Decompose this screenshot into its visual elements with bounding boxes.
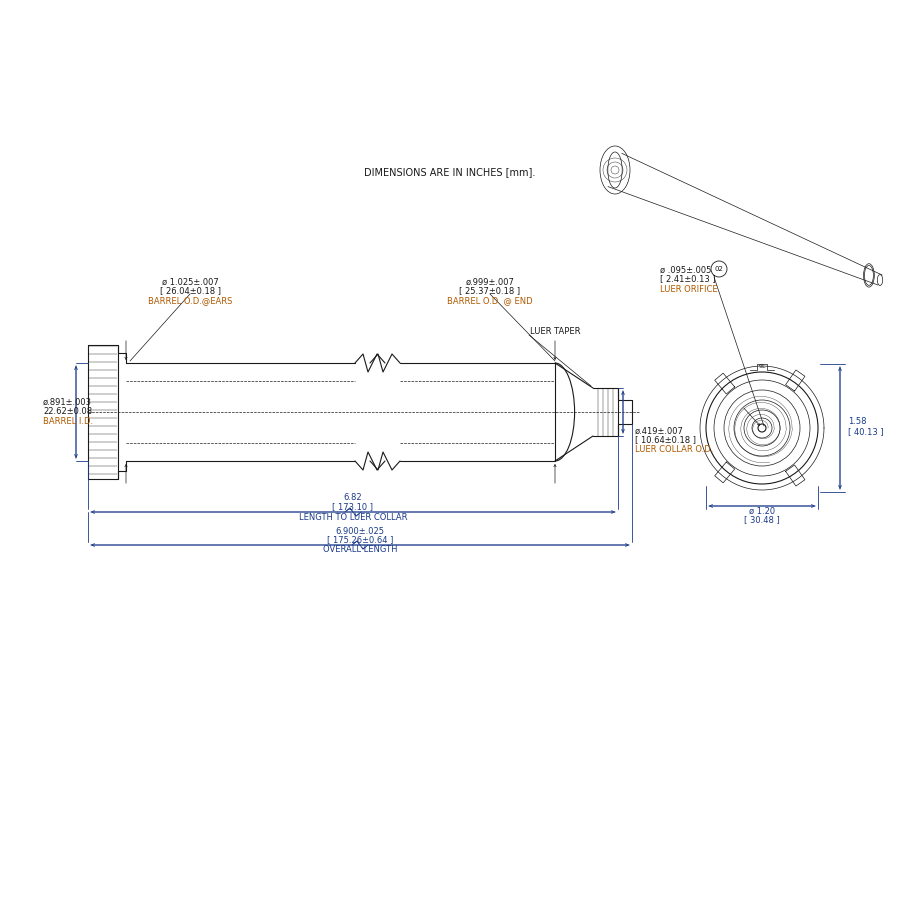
Text: ø 1.20: ø 1.20 xyxy=(749,507,775,516)
Text: BARREL I.D.: BARREL I.D. xyxy=(43,418,93,427)
Text: ø.891±.003: ø.891±.003 xyxy=(43,398,92,407)
Text: LUER COLLAR O.D.: LUER COLLAR O.D. xyxy=(635,445,714,454)
Text: [ 40.13 ]: [ 40.13 ] xyxy=(848,428,884,436)
Text: DIMENSIONS ARE IN INCHES [mm].: DIMENSIONS ARE IN INCHES [mm]. xyxy=(364,167,536,177)
Text: LUER ORIFICE: LUER ORIFICE xyxy=(660,284,717,293)
Text: 1.58: 1.58 xyxy=(848,417,867,426)
Text: OVERALL LENGTH: OVERALL LENGTH xyxy=(323,545,397,554)
Text: [ 175.26±0.64 ]: [ 175.26±0.64 ] xyxy=(327,536,393,544)
Text: 22.62±0.08: 22.62±0.08 xyxy=(43,408,92,417)
Text: ø .095±.005: ø .095±.005 xyxy=(660,266,711,274)
Text: LUER TAPER: LUER TAPER xyxy=(530,328,581,337)
Text: ø.999±.007: ø.999±.007 xyxy=(465,277,515,286)
Text: [ 10.64±0.18 ]: [ 10.64±0.18 ] xyxy=(635,436,696,445)
Text: BARREL O.D.@EARS: BARREL O.D.@EARS xyxy=(148,296,232,305)
Text: BARREL O.D. @ END: BARREL O.D. @ END xyxy=(447,296,533,305)
Text: ø 1.025±.007: ø 1.025±.007 xyxy=(162,277,219,286)
Text: 6.82: 6.82 xyxy=(344,493,363,502)
Text: 02: 02 xyxy=(715,266,724,272)
Text: LENGTH TO LUER COLLAR: LENGTH TO LUER COLLAR xyxy=(299,512,407,521)
Text: 6.900±.025: 6.900±.025 xyxy=(336,526,384,536)
Text: [ 25.37±0.18 ]: [ 25.37±0.18 ] xyxy=(459,286,520,295)
Text: [ 173.10 ]: [ 173.10 ] xyxy=(332,502,374,511)
Text: [ 30.48 ]: [ 30.48 ] xyxy=(744,516,780,525)
Text: [ 2.41±0.13 ]: [ 2.41±0.13 ] xyxy=(660,274,716,284)
Text: ø.419±.007: ø.419±.007 xyxy=(635,427,684,436)
Text: [ 26.04±0.18 ]: [ 26.04±0.18 ] xyxy=(159,286,220,295)
Text: 9L: 9L xyxy=(758,364,766,370)
